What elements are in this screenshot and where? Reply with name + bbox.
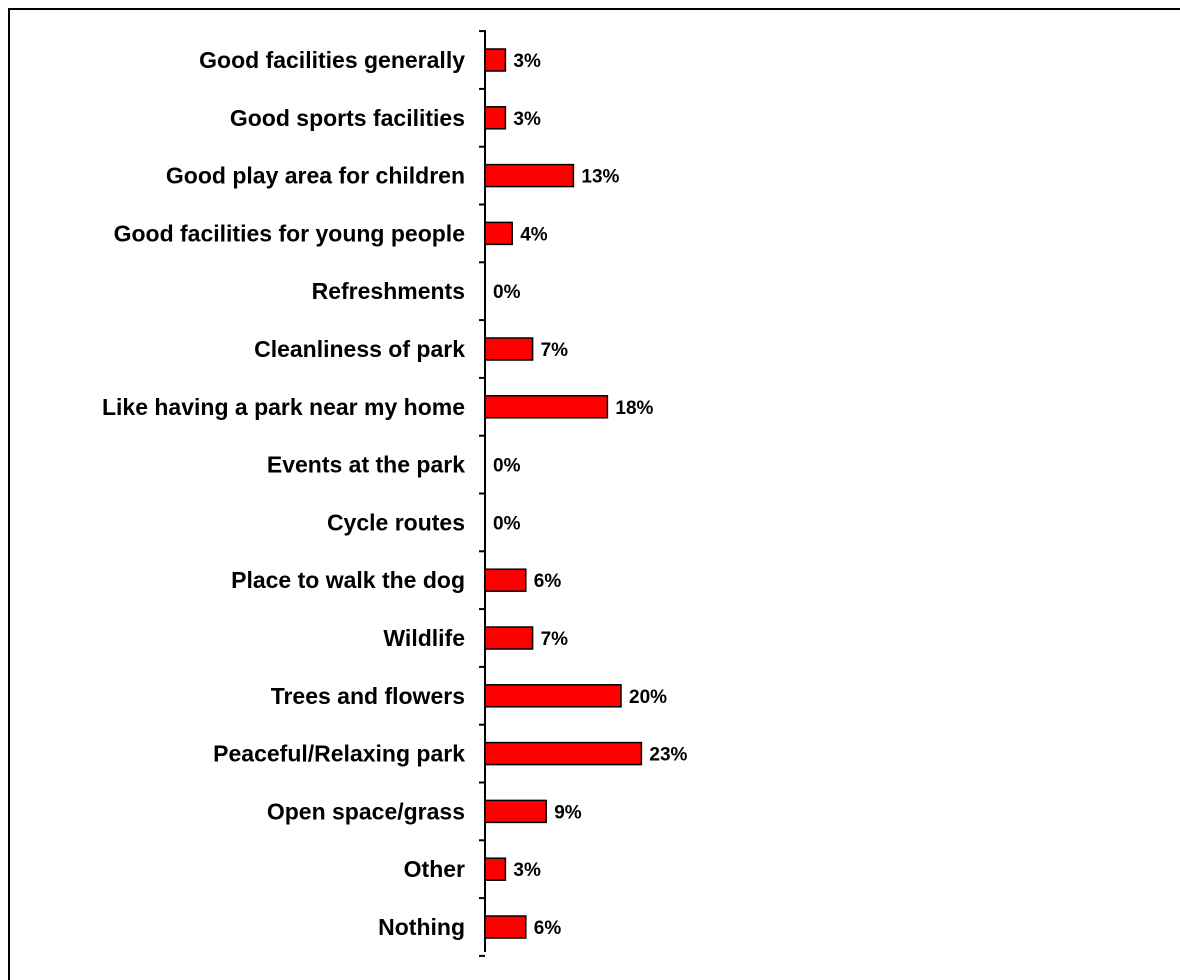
category-label: Trees and flowers [271,683,465,709]
bar [484,857,507,881]
bar [484,48,507,72]
data-label: 18% [615,398,653,419]
data-label: 0% [493,282,521,303]
data-label: 3% [513,860,541,881]
category-label: Good play area for children [166,163,465,189]
data-label: 13% [581,167,619,188]
category-label: Like having a park near my home [102,394,465,420]
category-label: Wildlife [383,625,465,651]
bar [484,684,622,708]
bar [484,626,534,650]
data-label: 23% [649,745,687,766]
data-label: 6% [534,918,562,939]
bar [484,337,534,361]
data-label: 0% [493,456,521,477]
bar [484,221,513,246]
chart-border [8,8,1180,980]
category-label: Peaceful/Relaxing park [213,741,465,767]
data-label: 20% [629,687,667,708]
bar [484,915,527,939]
category-label: Events at the park [267,452,465,478]
data-label: 3% [513,109,541,130]
bar [484,799,547,824]
category-label: Cleanliness of park [254,336,465,362]
category-label: Cycle routes [327,509,465,535]
category-label: Good facilities for young people [114,220,465,246]
category-label: Good sports facilities [230,105,465,131]
category-label: Refreshments [312,278,465,304]
data-label: 7% [541,629,569,650]
data-label: 7% [541,340,569,361]
data-label: 0% [493,513,521,534]
bar [484,106,507,130]
data-label: 4% [520,224,548,245]
category-label: Open space/grass [267,798,465,824]
category-label: Other [404,856,465,882]
bar [484,568,527,592]
data-label: 6% [534,571,562,592]
category-label: Good facilities generally [199,47,465,73]
plot-area: Good facilities generally 3% Good sports f… [102,30,688,957]
bar [484,163,575,188]
bar [484,395,609,419]
bar [484,741,643,766]
category-label: Nothing [378,914,465,940]
data-label: 9% [554,802,582,823]
category-label: Place to walk the dog [231,567,465,593]
data-label: 3% [513,51,541,72]
